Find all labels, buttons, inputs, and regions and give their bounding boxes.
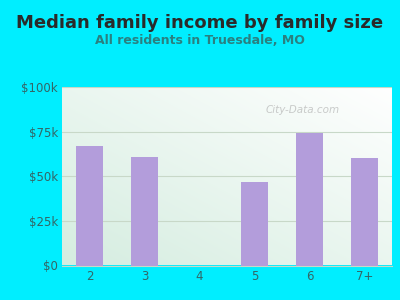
Bar xyxy=(296,134,323,266)
Text: Median family income by family size: Median family income by family size xyxy=(16,14,384,32)
Text: All residents in Truesdale, MO: All residents in Truesdale, MO xyxy=(95,34,305,47)
Bar xyxy=(76,146,103,266)
Bar xyxy=(241,182,268,266)
Bar xyxy=(131,157,158,266)
Bar xyxy=(351,158,378,266)
Text: City-Data.com: City-Data.com xyxy=(266,105,340,115)
